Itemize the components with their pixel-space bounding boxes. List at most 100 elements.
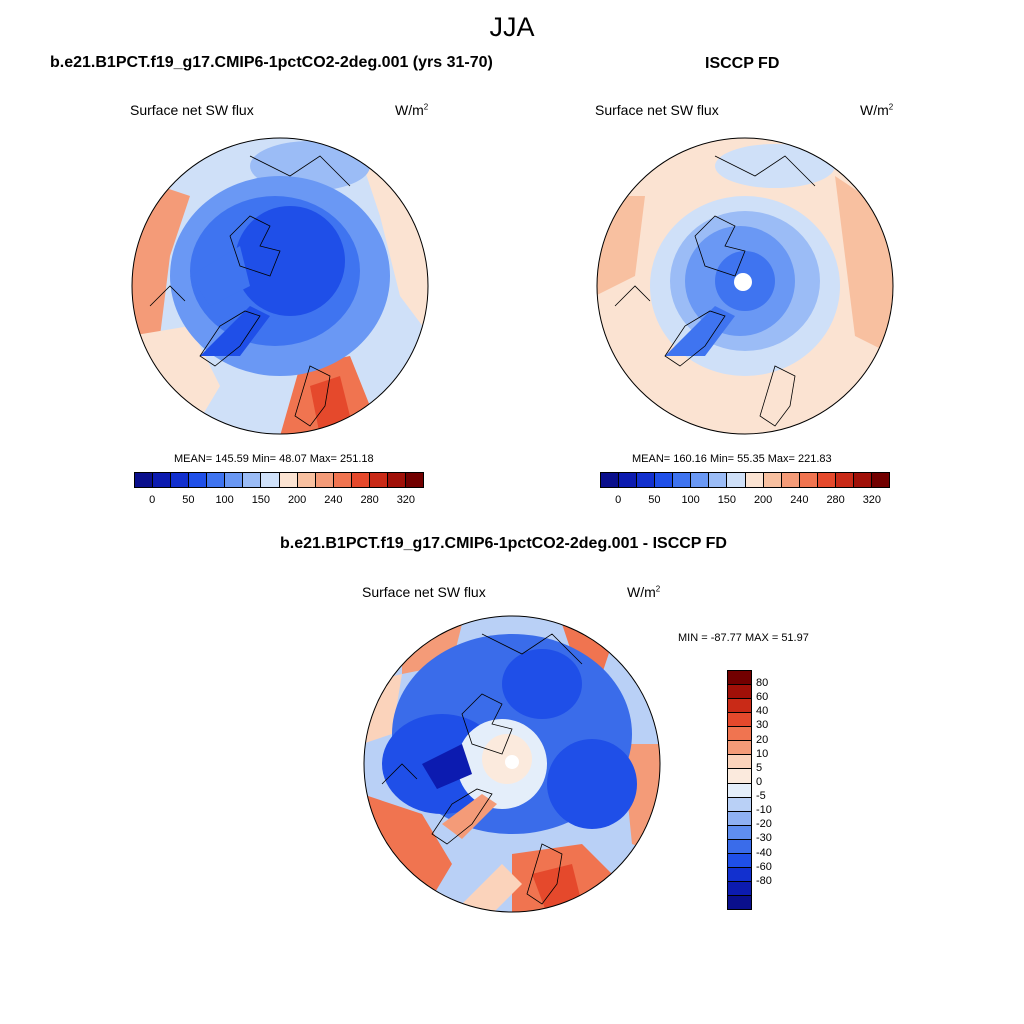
colorbar-tick-label: 20 [756, 733, 769, 746]
obs-panel-title: ISCCP FD [705, 55, 780, 72]
colorbar-swatch [243, 473, 262, 487]
model-variable-label: Surface net SW flux [130, 102, 254, 118]
colorbar-tick-label: 30 [756, 719, 769, 732]
colorbar-swatch [135, 473, 154, 487]
colorbar-swatch [728, 671, 751, 686]
diff-panel-title: b.e21.B1PCT.f19_g17.CMIP6-1pctCO2-2deg.0… [280, 535, 727, 552]
colorbar-swatch [728, 811, 751, 826]
colorbar-tick-label: 100 [215, 494, 234, 506]
model-stats: MEAN= 145.59 Min= 48.07 Max= 251.18 [174, 453, 374, 465]
colorbar-tick-label: -60 [756, 860, 772, 873]
colorbar-swatch [871, 473, 889, 487]
model-panel-title: b.e21.B1PCT.f19_g17.CMIP6-1pctCO2-2deg.0… [50, 54, 493, 71]
obs-variable-label: Surface net SW flux [595, 102, 719, 118]
colorbar-swatch [315, 473, 334, 487]
obs-colorbar-ticks: 0 50 100 150 200 240 280 320 [600, 494, 890, 508]
colorbar-swatch [728, 881, 751, 896]
colorbar-swatch [225, 473, 244, 487]
colorbar-tick-label: 40 [756, 705, 769, 718]
colorbar-tick-label: 0 [149, 494, 156, 506]
colorbar-swatch [207, 473, 226, 487]
colorbar-swatch [763, 473, 782, 487]
diff-stats: MIN = -87.77 MAX = 51.97 [678, 632, 809, 644]
colorbar-swatch [728, 896, 751, 910]
colorbar-tick-label: 320 [396, 494, 416, 506]
obs-colorbar [600, 472, 890, 488]
colorbar-tick-label: 60 [756, 691, 769, 704]
colorbar-tick-label: 0 [615, 494, 622, 506]
colorbar-swatch [297, 473, 316, 487]
colorbar-swatch [817, 473, 836, 487]
colorbar-tick-label: 200 [287, 494, 307, 506]
colorbar-tick-label: -40 [756, 846, 772, 859]
colorbar-swatch [728, 797, 751, 812]
colorbar-tick-label: 100 [681, 494, 700, 506]
diff-colorbar [727, 670, 752, 910]
colorbar-swatch [673, 473, 692, 487]
colorbar-tick-label: 240 [324, 494, 343, 506]
colorbar-swatch [728, 769, 751, 784]
diff-polar-map [363, 615, 661, 913]
colorbar-swatch [728, 741, 751, 756]
colorbar-swatch [728, 853, 751, 868]
colorbar-tick-label: -20 [756, 818, 772, 831]
colorbar-tick-label: 240 [790, 494, 809, 506]
colorbar-tick-label: 5 [756, 761, 763, 774]
colorbar-tick-label: 150 [717, 494, 737, 506]
colorbar-swatch [728, 825, 751, 840]
colorbar-tick-label: 0 [756, 775, 763, 788]
colorbar-swatch [835, 473, 854, 487]
obs-stats: MEAN= 160.16 Min= 55.35 Max= 221.83 [632, 453, 832, 465]
colorbar-tick-label: 150 [251, 494, 271, 506]
colorbar-swatch [279, 473, 298, 487]
colorbar-tick-label: 280 [360, 494, 379, 506]
colorbar-swatch [709, 473, 728, 487]
colorbar-swatch [799, 473, 818, 487]
obs-units-label: W/m2 [860, 102, 894, 118]
colorbar-tick-label: -5 [756, 790, 766, 803]
diff-units-label: W/m2 [627, 584, 661, 600]
colorbar-swatch [153, 473, 172, 487]
colorbar-tick-label: -30 [756, 832, 772, 845]
colorbar-swatch [405, 473, 423, 487]
colorbar-tick-label: 10 [756, 747, 769, 760]
colorbar-swatch [619, 473, 638, 487]
colorbar-swatch [369, 473, 388, 487]
colorbar-swatch [637, 473, 656, 487]
colorbar-tick-label: 200 [753, 494, 773, 506]
diff-variable-label: Surface net SW flux [362, 584, 486, 600]
colorbar-swatch [727, 473, 746, 487]
colorbar-swatch [781, 473, 800, 487]
colorbar-tick-label: -10 [756, 804, 772, 817]
model-colorbar [134, 472, 424, 488]
colorbar-swatch [728, 727, 751, 742]
colorbar-swatch [728, 783, 751, 798]
colorbar-swatch [853, 473, 872, 487]
colorbar-swatch [333, 473, 352, 487]
colorbar-tick-label: 280 [826, 494, 845, 506]
colorbar-swatch [691, 473, 710, 487]
colorbar-swatch [728, 713, 751, 728]
colorbar-swatch [728, 685, 751, 700]
colorbar-swatch [728, 699, 751, 714]
colorbar-tick-label: 320 [862, 494, 882, 506]
colorbar-swatch [387, 473, 406, 487]
colorbar-swatch [728, 755, 751, 770]
colorbar-tick-label: 50 [182, 494, 195, 506]
colorbar-swatch [655, 473, 674, 487]
colorbar-tick-label: 80 [756, 677, 769, 690]
model-units-label: W/m2 [395, 102, 429, 118]
model-colorbar-ticks: 0 50 100 150 200 240 280 320 [134, 494, 424, 508]
colorbar-swatch [189, 473, 208, 487]
colorbar-swatch [351, 473, 370, 487]
obs-polar-map [596, 137, 894, 435]
diff-colorbar-ticks: 80 60 40 30 20 10 5 0 -5 -10 -20 -30 -40 -60 -80 [756, 670, 796, 910]
colorbar-swatch [728, 839, 751, 854]
colorbar-swatch [728, 867, 751, 882]
colorbar-swatch [601, 473, 620, 487]
colorbar-swatch [745, 473, 764, 487]
colorbar-tick-label: -80 [756, 874, 772, 887]
colorbar-swatch [261, 473, 280, 487]
model-polar-map [131, 137, 429, 435]
season-title: JJA [489, 12, 535, 42]
